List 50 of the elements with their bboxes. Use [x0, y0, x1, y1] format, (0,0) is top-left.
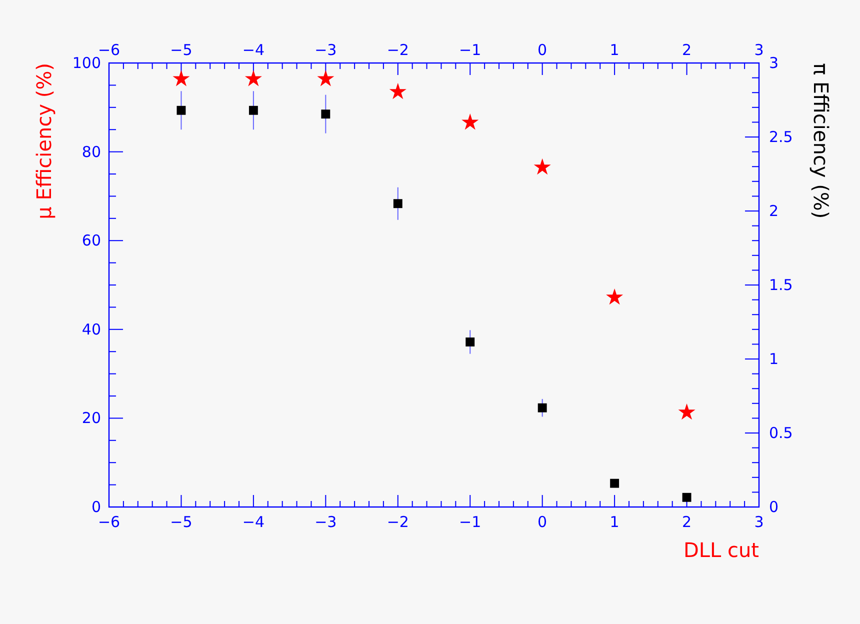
y-tick-label: 60	[82, 232, 101, 250]
point	[244, 70, 262, 86]
x2-tick-label: 1	[610, 513, 620, 531]
x2-tick-label: −3	[314, 513, 337, 531]
point	[682, 492, 692, 502]
point	[248, 106, 258, 115]
point	[172, 70, 190, 86]
point	[462, 114, 479, 130]
x-tick-label: 1	[610, 41, 620, 59]
y2-tick-label: 3	[769, 54, 779, 72]
x2-tick-label: −4	[242, 513, 265, 531]
x-tick-label: −2	[386, 41, 409, 59]
x-axis-title: DLL cut	[683, 538, 760, 562]
y-axis-title: μ Efficiency (%)	[32, 63, 56, 220]
x-tick-label: 2	[682, 41, 692, 59]
x2-tick-label: −6	[98, 513, 120, 531]
y2-axis-title: π Efficiency (%)	[809, 63, 833, 219]
y-tick-label: 0	[91, 498, 101, 516]
y2-tick-label: 2.5	[769, 128, 793, 146]
point	[176, 106, 186, 115]
point	[606, 288, 624, 305]
y2-tick-label: 1	[769, 350, 779, 368]
x2-tick-label: −1	[459, 513, 482, 531]
y-tick-label: 80	[82, 142, 101, 161]
y2-tick-label: 0.5	[769, 424, 793, 442]
point	[466, 338, 475, 346]
x2-tick-label: −2	[386, 513, 409, 531]
x2-tick-label: 3	[754, 513, 764, 531]
x2-tick-label: −5	[170, 513, 192, 531]
x-tick-label: 3	[754, 41, 764, 59]
point	[678, 403, 696, 420]
x2-tick-label: 2	[682, 513, 692, 531]
x-tick-label: −5	[170, 41, 192, 59]
x-tick-label: −3	[314, 41, 337, 59]
point	[534, 158, 551, 175]
y2-tick-label: 1.5	[769, 276, 793, 294]
point	[321, 110, 330, 119]
x2-tick-label: 0	[538, 513, 548, 531]
y2-tick-label: 0	[769, 498, 779, 516]
x-tick-label: −4	[242, 41, 265, 59]
x-tick-label: −1	[459, 41, 482, 59]
point	[610, 478, 620, 488]
point	[389, 82, 406, 100]
y-tick-label: 20	[82, 409, 101, 428]
point	[538, 403, 547, 412]
y2-tick-label: 2	[769, 202, 779, 220]
point	[317, 70, 334, 86]
y-tick-label: 40	[82, 320, 101, 338]
point	[393, 199, 402, 208]
x-tick-label: 0	[538, 41, 548, 59]
